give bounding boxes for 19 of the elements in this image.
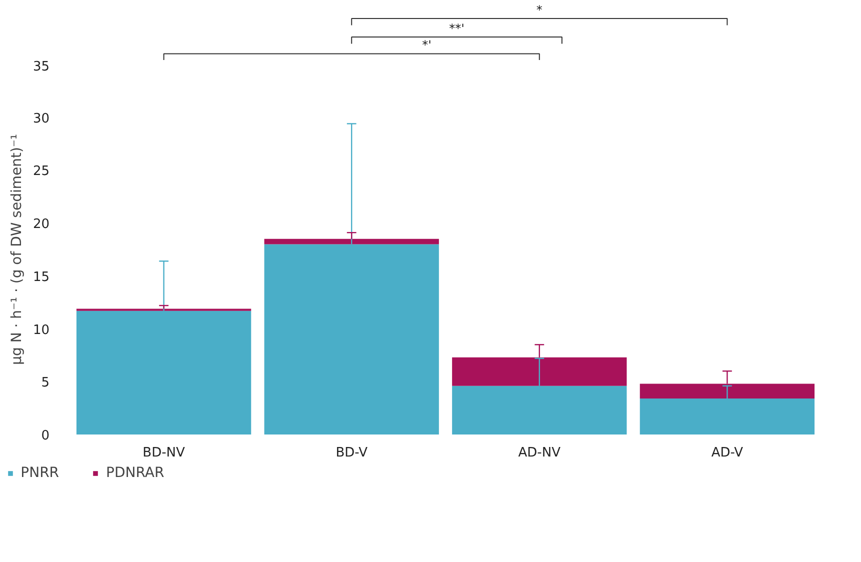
bar — [264, 238, 439, 244]
y-tick-label: 35 — [32, 60, 50, 74]
y-tick-label: 5 — [41, 376, 50, 391]
legend-label: PNRR — [20, 465, 60, 481]
y-tick-label: 10 — [32, 322, 50, 338]
x-tick-label: BD-NV — [142, 446, 186, 460]
text: *' — [422, 38, 432, 52]
text: * — [536, 2, 542, 17]
y-tick-label: 0 — [41, 428, 50, 444]
y-tick-label: 20 — [32, 217, 50, 232]
x-tick-label: AD-V — [711, 446, 744, 460]
y-tick-label: 15 — [32, 270, 50, 285]
x-tick-label: BD-V — [336, 446, 368, 460]
y-tick-label: 30 — [32, 111, 50, 126]
text: **' — [449, 21, 464, 36]
legend-label: PDNRAR — [106, 465, 164, 481]
y-axis-title: µg N · h⁻¹ · (g of DW sediment)⁻¹ — [8, 134, 25, 365]
x-tick-label: AD-NV — [518, 446, 561, 460]
y-tick-label: 25 — [32, 164, 50, 180]
